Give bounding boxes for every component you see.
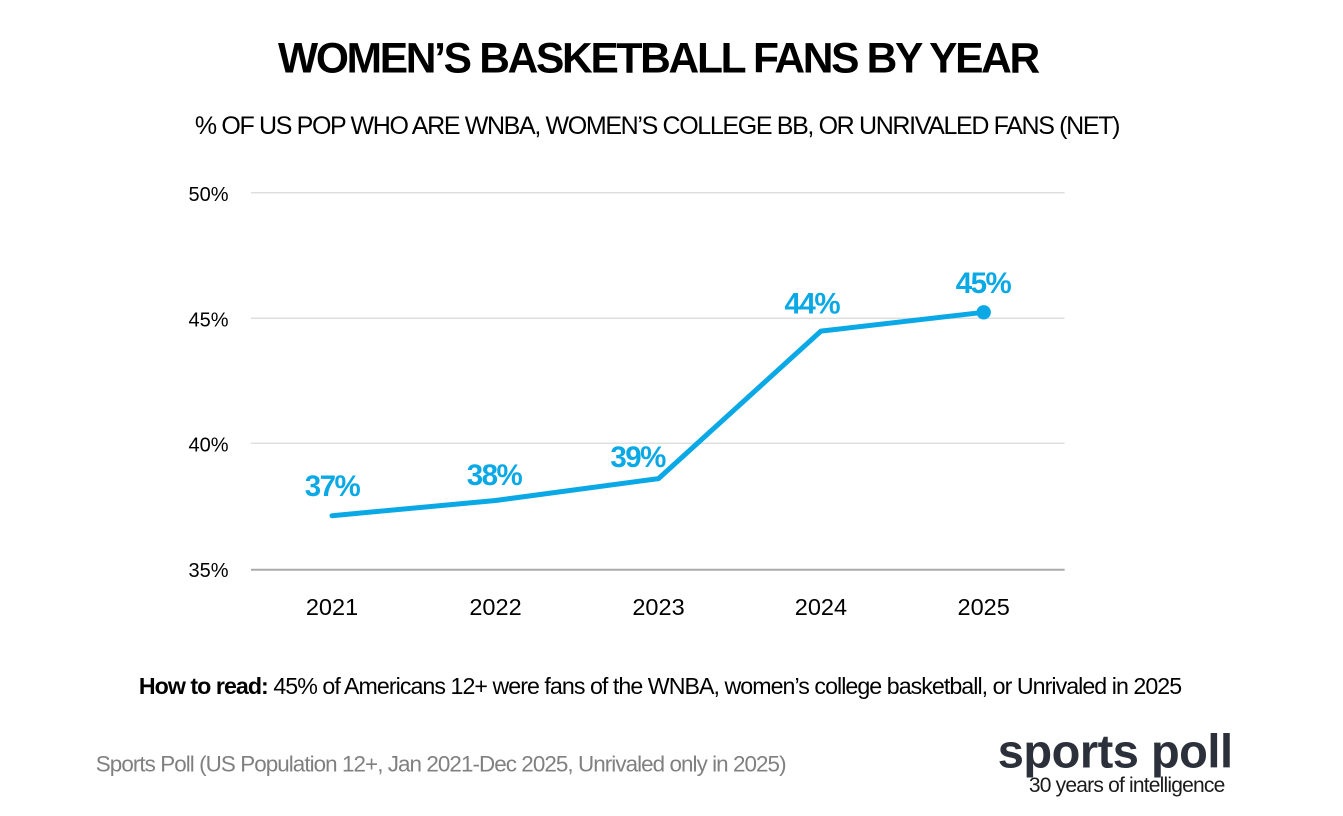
svg-text:50%: 50% bbox=[188, 184, 228, 206]
svg-text:37%: 37% bbox=[305, 470, 361, 503]
svg-text:2021: 2021 bbox=[306, 594, 358, 620]
svg-text:45%: 45% bbox=[956, 267, 1012, 300]
svg-text:2023: 2023 bbox=[632, 594, 684, 620]
svg-text:Sports Poll (US Population 12+: Sports Poll (US Population 12+, Jan 2021… bbox=[96, 752, 786, 777]
svg-text:How to read: 45% of Americans: How to read: 45% of Americans 12+ were f… bbox=[139, 673, 1181, 699]
svg-text:40%: 40% bbox=[188, 434, 228, 456]
svg-text:44%: 44% bbox=[785, 288, 841, 321]
svg-text:% OF US POP WHO ARE WNBA, WOME: % OF US POP WHO ARE WNBA, WOMEN’S COLLEG… bbox=[195, 112, 1119, 140]
svg-text:2024: 2024 bbox=[795, 594, 847, 620]
svg-text:2022: 2022 bbox=[469, 594, 521, 620]
svg-text:2025: 2025 bbox=[958, 594, 1010, 620]
svg-text:35%: 35% bbox=[188, 560, 228, 582]
svg-text:WOMEN’S BASKETBALL FANS BY YEA: WOMEN’S BASKETBALL FANS BY YEAR bbox=[278, 35, 1040, 82]
svg-text:30 years of intelligence: 30 years of intelligence bbox=[1029, 774, 1225, 797]
svg-text:39%: 39% bbox=[610, 441, 666, 474]
svg-text:sports poll: sports poll bbox=[998, 725, 1233, 778]
svg-text:45%: 45% bbox=[188, 309, 228, 331]
svg-text:38%: 38% bbox=[467, 459, 523, 492]
